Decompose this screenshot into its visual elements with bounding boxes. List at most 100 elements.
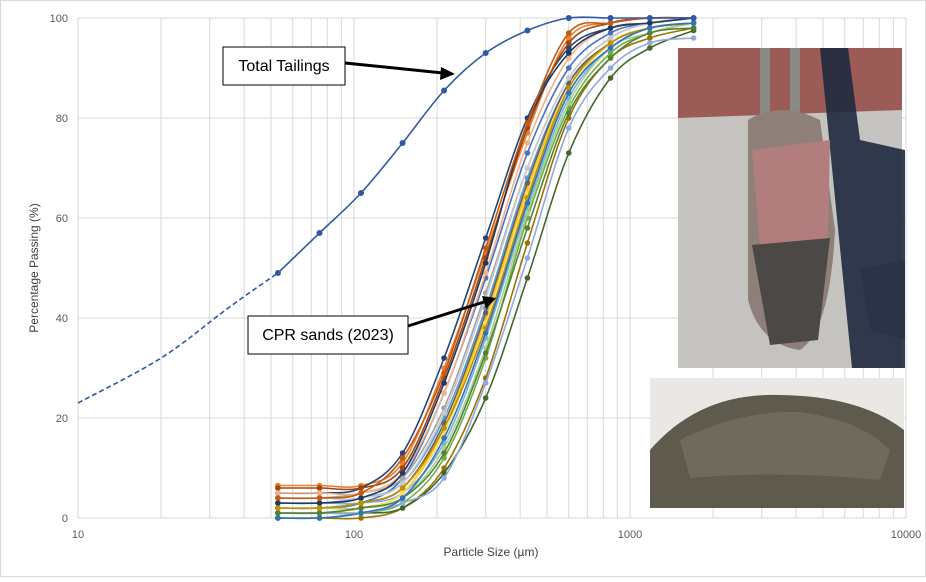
cpr-sand-point bbox=[399, 490, 406, 496]
cpr-sand-point bbox=[565, 65, 572, 71]
total-tailings-point bbox=[399, 140, 406, 146]
cpr-sand-point bbox=[607, 20, 614, 26]
cpr-sand-point bbox=[565, 55, 572, 61]
cpr-sand-point bbox=[482, 310, 489, 316]
x-tick-label: 100 bbox=[345, 529, 363, 541]
total-tailings-point bbox=[274, 270, 281, 276]
cpr-sand-point bbox=[607, 75, 614, 81]
annotation-cpr-sands-text: CPR sands (2023) bbox=[262, 327, 394, 344]
cpr-sand-point bbox=[399, 505, 406, 511]
cpr-sand-point bbox=[524, 180, 531, 186]
cpr-sand-point bbox=[275, 510, 281, 516]
cpr-sand-point bbox=[358, 515, 364, 521]
cpr-sand-point bbox=[524, 200, 531, 206]
cpr-sand-point bbox=[399, 485, 406, 491]
x-tick-label: 10000 bbox=[891, 529, 922, 541]
cpr-sand-point bbox=[358, 490, 364, 496]
cpr-sand-point bbox=[399, 460, 406, 466]
cpr-sand-point bbox=[275, 505, 281, 511]
annotation-total-tailings-text: Total Tailings bbox=[238, 58, 329, 75]
total-tailings-point bbox=[482, 50, 489, 56]
annotation-arrowhead bbox=[440, 67, 455, 80]
y-tick-label: 60 bbox=[56, 213, 68, 225]
cpr-sand-point bbox=[607, 45, 614, 51]
cpr-sand-point bbox=[399, 465, 406, 471]
cpr-sand-point bbox=[607, 30, 614, 36]
annotation-arrow bbox=[344, 61, 444, 75]
cpr-sand-point bbox=[690, 25, 697, 31]
cpr-sand-point bbox=[565, 40, 572, 46]
cpr-sand-point bbox=[482, 245, 489, 251]
cpr-sand-point bbox=[524, 165, 531, 171]
x-tick-label: 10 bbox=[72, 529, 84, 541]
cpr-sand-point bbox=[607, 40, 614, 46]
cpr-sand-point bbox=[275, 515, 281, 521]
total-tailings-point bbox=[646, 15, 653, 21]
cpr-sand-point bbox=[358, 495, 364, 501]
cpr-sand-point bbox=[316, 500, 323, 506]
cpr-sand-point bbox=[316, 510, 323, 516]
x-axis-label: Particle Size (µm) bbox=[444, 545, 539, 559]
cpr-sand-point bbox=[524, 120, 531, 126]
y-axis-label: Percentage Passing (%) bbox=[27, 203, 41, 332]
cpr-sand-point bbox=[647, 35, 653, 41]
shovel-photo bbox=[678, 48, 905, 368]
annotation-total-tailings: Total Tailings bbox=[222, 46, 455, 86]
cpr-sand-point bbox=[524, 225, 531, 231]
cpr-sand-point bbox=[441, 370, 447, 376]
cpr-sand-point bbox=[441, 380, 447, 386]
cpr-sand-point bbox=[399, 480, 406, 486]
cpr-sand-point bbox=[524, 255, 531, 261]
cpr-sand-point bbox=[316, 485, 323, 491]
total-tailings-point bbox=[441, 87, 448, 94]
total-tailings-point bbox=[316, 230, 323, 236]
cpr-sand-point bbox=[565, 35, 572, 41]
cpr-sand-point bbox=[524, 210, 531, 216]
cpr-sand-point bbox=[482, 395, 489, 401]
cpr-sand-point bbox=[358, 505, 364, 511]
cpr-sand-point bbox=[482, 330, 489, 336]
cpr-sand-point bbox=[482, 235, 489, 241]
cpr-sand-point bbox=[565, 125, 572, 131]
cpr-sand-point bbox=[316, 490, 323, 496]
cpr-sand-point bbox=[524, 275, 531, 281]
cpr-sand-point bbox=[647, 40, 653, 46]
cpr-sand-point bbox=[399, 475, 406, 481]
cpr-sand-point bbox=[399, 470, 406, 476]
cpr-sand-point bbox=[607, 35, 614, 41]
cpr-sand-point bbox=[441, 435, 447, 441]
cpr-sand-point bbox=[399, 455, 406, 461]
cpr-sand-point bbox=[524, 150, 531, 156]
cpr-sand-point bbox=[647, 45, 653, 51]
cpr-sand-point bbox=[565, 50, 572, 56]
cpr-sand-point bbox=[441, 355, 447, 361]
cpr-sand-point bbox=[441, 465, 447, 471]
cpr-sand-point bbox=[565, 150, 572, 156]
annotation-arrow bbox=[407, 300, 485, 328]
cpr-sand-point bbox=[441, 425, 447, 431]
cpr-sand-point bbox=[565, 100, 572, 106]
total-tailings-point bbox=[357, 190, 364, 196]
cpr-sand-point bbox=[275, 485, 281, 491]
cpr-sand-point bbox=[358, 485, 364, 491]
cpr-sand-point bbox=[358, 510, 364, 516]
cpr-sand-point bbox=[565, 110, 572, 116]
total-tailings-point bbox=[690, 15, 697, 21]
cpr-sand-point bbox=[565, 30, 572, 36]
x-tick-label: 1000 bbox=[618, 529, 642, 541]
cpr-sand-point bbox=[358, 500, 364, 506]
total-tailings-point bbox=[565, 15, 572, 21]
cpr-sand-point bbox=[482, 350, 489, 356]
annotation-cpr-sands: CPR sands (2023) bbox=[247, 296, 496, 355]
cpr-sand-point bbox=[647, 20, 653, 26]
cpr-sand-point bbox=[441, 450, 447, 456]
y-tick-label: 0 bbox=[62, 513, 68, 525]
cpr-sand-point bbox=[399, 450, 406, 456]
cpr-sand-point bbox=[690, 35, 697, 41]
cpr-sand-point bbox=[647, 30, 653, 36]
y-tick-label: 80 bbox=[56, 113, 68, 125]
sand-sample-photo bbox=[650, 378, 904, 508]
axis-ticks: 0 20 40 60 80 100 10 100 1000 10000 bbox=[50, 13, 922, 541]
